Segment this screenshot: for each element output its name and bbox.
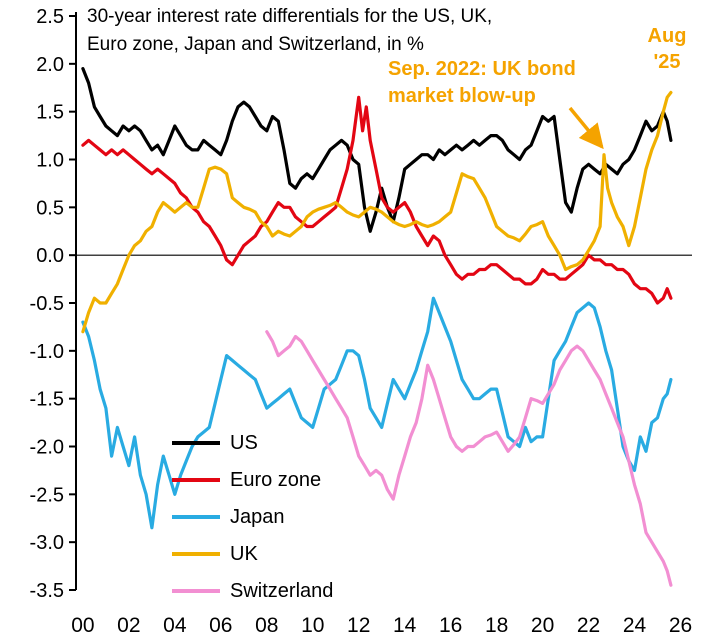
series-line-us: [81, 66, 673, 233]
axes: 2.5 2.0 1.5 1.0 0.5 0.0 -0.5 -1.0 -1.5 -2.0 -2.5 -3…: [30, 6, 693, 637]
annotation-aug25-line1: Aug: [647, 25, 687, 47]
x-tick-label: 22: [577, 614, 600, 637]
chart-title-line1: 30-year interest rate differentials for …: [87, 6, 493, 27]
x-tick-label: 08: [255, 614, 278, 637]
y-tick-label: 0.0: [36, 245, 64, 267]
x-tick-label: 20: [531, 614, 554, 637]
y-tick-label: 0.5: [36, 197, 64, 219]
legend-label: UK: [230, 542, 258, 565]
annotation-blowup: Sep. 2022: UK bond market blow-up: [388, 56, 576, 110]
y-tick-label: 1.0: [36, 150, 64, 172]
legend-swatch: [172, 441, 220, 445]
x-tick-label: 16: [439, 614, 462, 637]
legend-item-euro-zone: Euro zone: [172, 467, 333, 493]
legend-label: Switzerland: [230, 579, 334, 602]
annotation-aug25-line2: '25: [653, 51, 681, 73]
x-tick-label: 12: [347, 614, 370, 637]
y-tick-label: 1.5: [36, 102, 64, 124]
legend-item-us: US: [172, 430, 333, 456]
series-line-switzerland: [265, 330, 673, 587]
series-line-euro-zone: [81, 95, 673, 305]
legend-swatch: [172, 515, 220, 519]
annotation-arrow: [568, 106, 604, 150]
series-lines: [81, 66, 673, 587]
chart-title: 30-year interest rate differentials for …: [87, 3, 492, 59]
y-tick-label: -2.5: [30, 484, 64, 506]
legend-swatch: [172, 478, 220, 482]
legend: US Euro zone Japan UK Switzerland: [172, 430, 333, 604]
y-tick-label: -3.0: [30, 532, 64, 554]
series-line-uk: [81, 90, 673, 334]
y-tick-label: -0.5: [30, 293, 64, 315]
legend-swatch: [172, 589, 220, 593]
legend-item-japan: Japan: [172, 504, 333, 530]
annotation-blowup-line2: market blow-up: [388, 85, 536, 107]
y-tick-label: -1.0: [30, 341, 64, 363]
legend-label: US: [230, 431, 258, 454]
x-tick-label: 02: [117, 614, 140, 637]
legend-item-switzerland: Switzerland: [172, 578, 333, 604]
y-tick-label: 2.5: [36, 6, 64, 28]
chart-title-line2: Euro zone, Japan and Switzerland, in %: [87, 34, 424, 55]
x-tick-label: 06: [209, 614, 232, 637]
legend-label: Euro zone: [230, 468, 322, 491]
legend-label: Japan: [230, 505, 285, 528]
x-tick-label: 04: [163, 614, 187, 637]
y-tick-label: -2.0: [30, 437, 64, 459]
legend-item-uk: UK: [172, 541, 333, 567]
legend-swatch: [172, 552, 220, 556]
x-tick-label: 10: [301, 614, 324, 637]
annotation-aug25: Aug '25: [640, 23, 694, 75]
y-tick-label: -3.5: [30, 580, 64, 602]
x-tick-label: 14: [393, 614, 417, 637]
y-tick-label: -1.5: [30, 389, 64, 411]
x-tick-label: 18: [485, 614, 508, 637]
y-tick-label: 2.0: [36, 54, 64, 76]
x-tick-label: 00: [71, 614, 94, 637]
x-tick-label: 24: [623, 614, 647, 637]
annotation-blowup-line1: Sep. 2022: UK bond: [388, 58, 576, 80]
x-tick-label: 26: [669, 614, 692, 637]
series-line-japan: [81, 296, 673, 530]
